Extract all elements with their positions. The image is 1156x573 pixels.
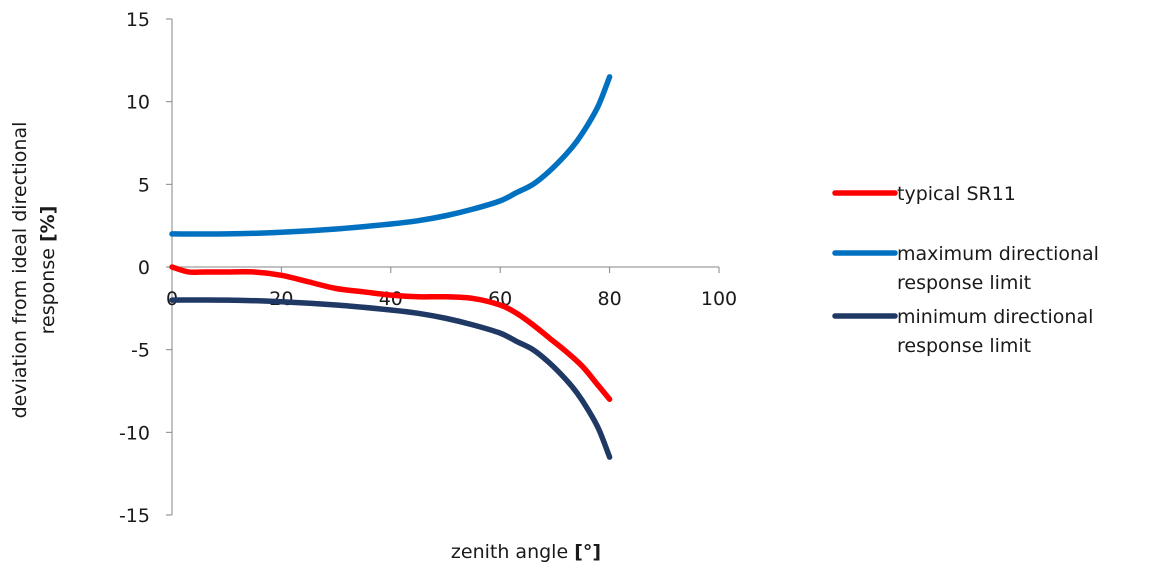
series-line-typical-sr11 [169, 264, 613, 403]
legend-label: maximum directional response limit [897, 243, 1099, 294]
series-line-minimum-directional-response-limit [169, 297, 613, 460]
y-axis-title-2: response [%] [37, 206, 59, 335]
x-axis-title-text: zenith angle [451, 541, 568, 563]
y-tick-label: 15 [126, 9, 150, 31]
series-group [169, 74, 613, 460]
y-axis-unit: [%] [37, 206, 59, 242]
legend-label-line: minimum directional [897, 306, 1093, 328]
series-line-maximum-directional-response-limit [169, 74, 613, 237]
x-tick-label: 100 [701, 288, 737, 310]
x-tick-label: 80 [598, 288, 622, 310]
y-tick-label: -10 [119, 422, 150, 444]
y-tick-label: 10 [126, 92, 150, 114]
y-tick-label: -5 [131, 340, 150, 362]
legend-label-line: typical SR11 [897, 183, 1016, 205]
y-tick-label: 5 [138, 174, 150, 196]
y-axis-title: deviation from ideal directional [9, 122, 31, 419]
legend: typical SR11 maximum directional response … [832, 183, 1099, 357]
x-axis-title: zenith angle [°] [451, 541, 601, 563]
y-axis-title-line1: deviation from ideal directional [9, 122, 31, 419]
legend-label-line: response limit [897, 335, 1031, 357]
legend-label: typical SR11 [897, 183, 1016, 205]
legend-label-line: response limit [897, 272, 1031, 294]
y-axis-title-line2: response [37, 248, 59, 334]
y-tick-label: -15 [119, 505, 150, 527]
y-tick-label: 0 [138, 257, 150, 279]
x-axis-unit: [°] [574, 541, 601, 563]
legend-label: minimum directional response limit [897, 306, 1093, 357]
legend-label-line: maximum directional [897, 243, 1099, 265]
